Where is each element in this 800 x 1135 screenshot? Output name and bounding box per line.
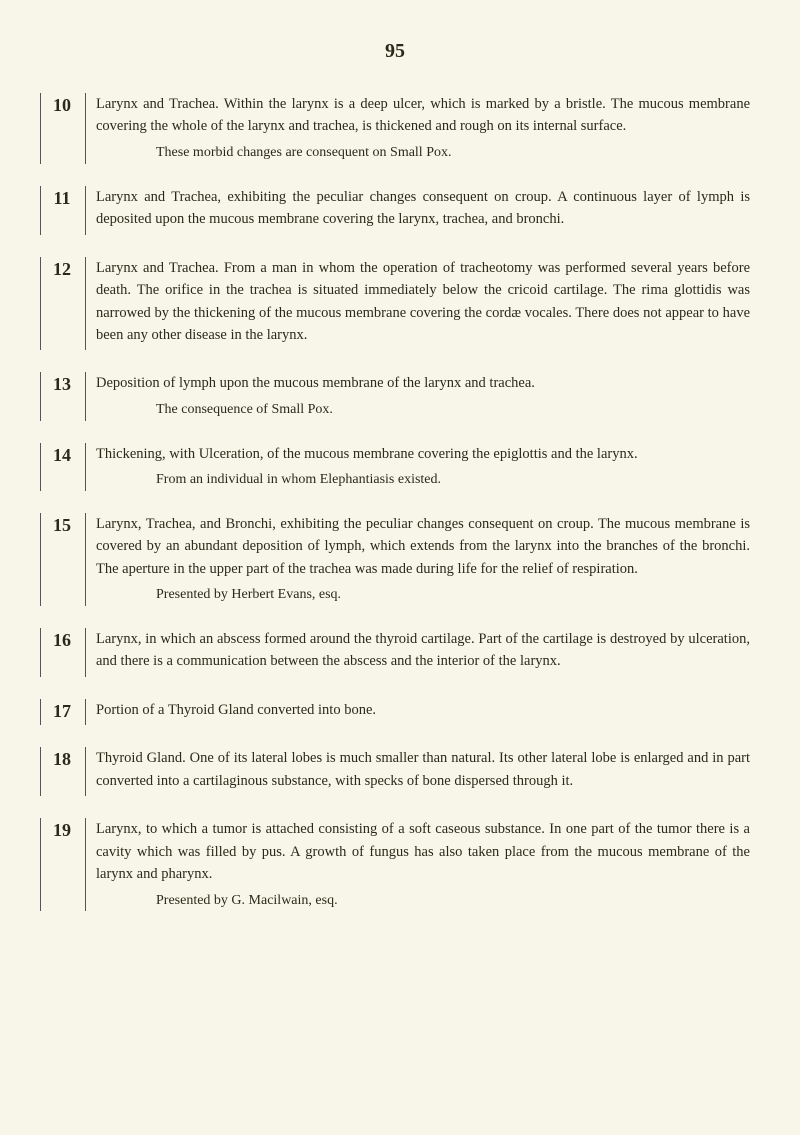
entry-row: 12 Larynx and Trachea. From a man in who… [40, 257, 750, 351]
entry-body: Larynx and Trachea. Within the larynx is… [86, 93, 750, 164]
entry-number: 12 [41, 257, 86, 351]
entry-body: Deposition of lymph upon the mucous memb… [86, 372, 750, 420]
entry-row: 17 Portion of a Thyroid Gland converted … [40, 699, 750, 725]
entry-note: The consequence of Small Pox. [96, 399, 750, 421]
entry-row: 16 Larynx, in which an abscess formed ar… [40, 628, 750, 677]
entry-row: 14 Thickening, with Ulceration, of the m… [40, 443, 750, 491]
entry-body: Larynx, Trachea, and Bronchi, exhibiting… [86, 513, 750, 606]
entry-number: 13 [41, 372, 86, 420]
entry-number: 18 [41, 747, 86, 796]
entry-note: These morbid changes are consequent on S… [96, 142, 750, 164]
entry-note: Presented by G. Macilwain, esq. [96, 890, 750, 912]
entry-text: Larynx and Trachea, exhibiting the pecul… [96, 186, 750, 231]
entry-body: Larynx, to which a tumor is attached con… [86, 818, 750, 911]
entry-text: Larynx, in which an abscess formed aroun… [96, 628, 750, 673]
entry-row: 10 Larynx and Trachea. Within the larynx… [40, 93, 750, 164]
entry-note: Presented by Herbert Evans, esq. [96, 584, 750, 606]
entry-body: Larynx and Trachea, exhibiting the pecul… [86, 186, 750, 235]
entry-text: Larynx and Trachea. Within the larynx is… [96, 93, 750, 138]
entry-note: From an individual in whom Elephantiasis… [96, 469, 750, 491]
entry-row: 18 Thyroid Gland. One of its lateral lob… [40, 747, 750, 796]
entry-number: 16 [41, 628, 86, 677]
entry-text: Thyroid Gland. One of its lateral lobes … [96, 747, 750, 792]
entry-text: Larynx, to which a tumor is attached con… [96, 818, 750, 885]
entry-text: Thickening, with Ulceration, of the muco… [96, 443, 750, 465]
entry-text: Portion of a Thyroid Gland converted int… [96, 699, 750, 721]
entry-body: Thyroid Gland. One of its lateral lobes … [86, 747, 750, 796]
entry-row: 11 Larynx and Trachea, exhibiting the pe… [40, 186, 750, 235]
entry-number: 14 [41, 443, 86, 491]
entry-text: Larynx, Trachea, and Bronchi, exhibiting… [96, 513, 750, 580]
entry-body: Portion of a Thyroid Gland converted int… [86, 699, 750, 725]
entry-number: 19 [41, 818, 86, 911]
page-number: 95 [40, 40, 750, 63]
entry-number: 10 [41, 93, 86, 164]
entry-body: Thickening, with Ulceration, of the muco… [86, 443, 750, 491]
entry-number: 17 [41, 699, 86, 725]
entry-body: Larynx and Trachea. From a man in whom t… [86, 257, 750, 351]
entry-row: 15 Larynx, Trachea, and Bronchi, exhibit… [40, 513, 750, 606]
entry-body: Larynx, in which an abscess formed aroun… [86, 628, 750, 677]
entry-row: 19 Larynx, to which a tumor is attached … [40, 818, 750, 911]
entry-text: Larynx and Trachea. From a man in whom t… [96, 257, 750, 347]
document-page: 95 10 Larynx and Trachea. Within the lar… [0, 0, 800, 1135]
entry-row: 13 Deposition of lymph upon the mucous m… [40, 372, 750, 420]
entry-text: Deposition of lymph upon the mucous memb… [96, 372, 750, 394]
entry-number: 11 [41, 186, 86, 235]
entries-list: 10 Larynx and Trachea. Within the larynx… [40, 93, 750, 911]
entry-number: 15 [41, 513, 86, 606]
